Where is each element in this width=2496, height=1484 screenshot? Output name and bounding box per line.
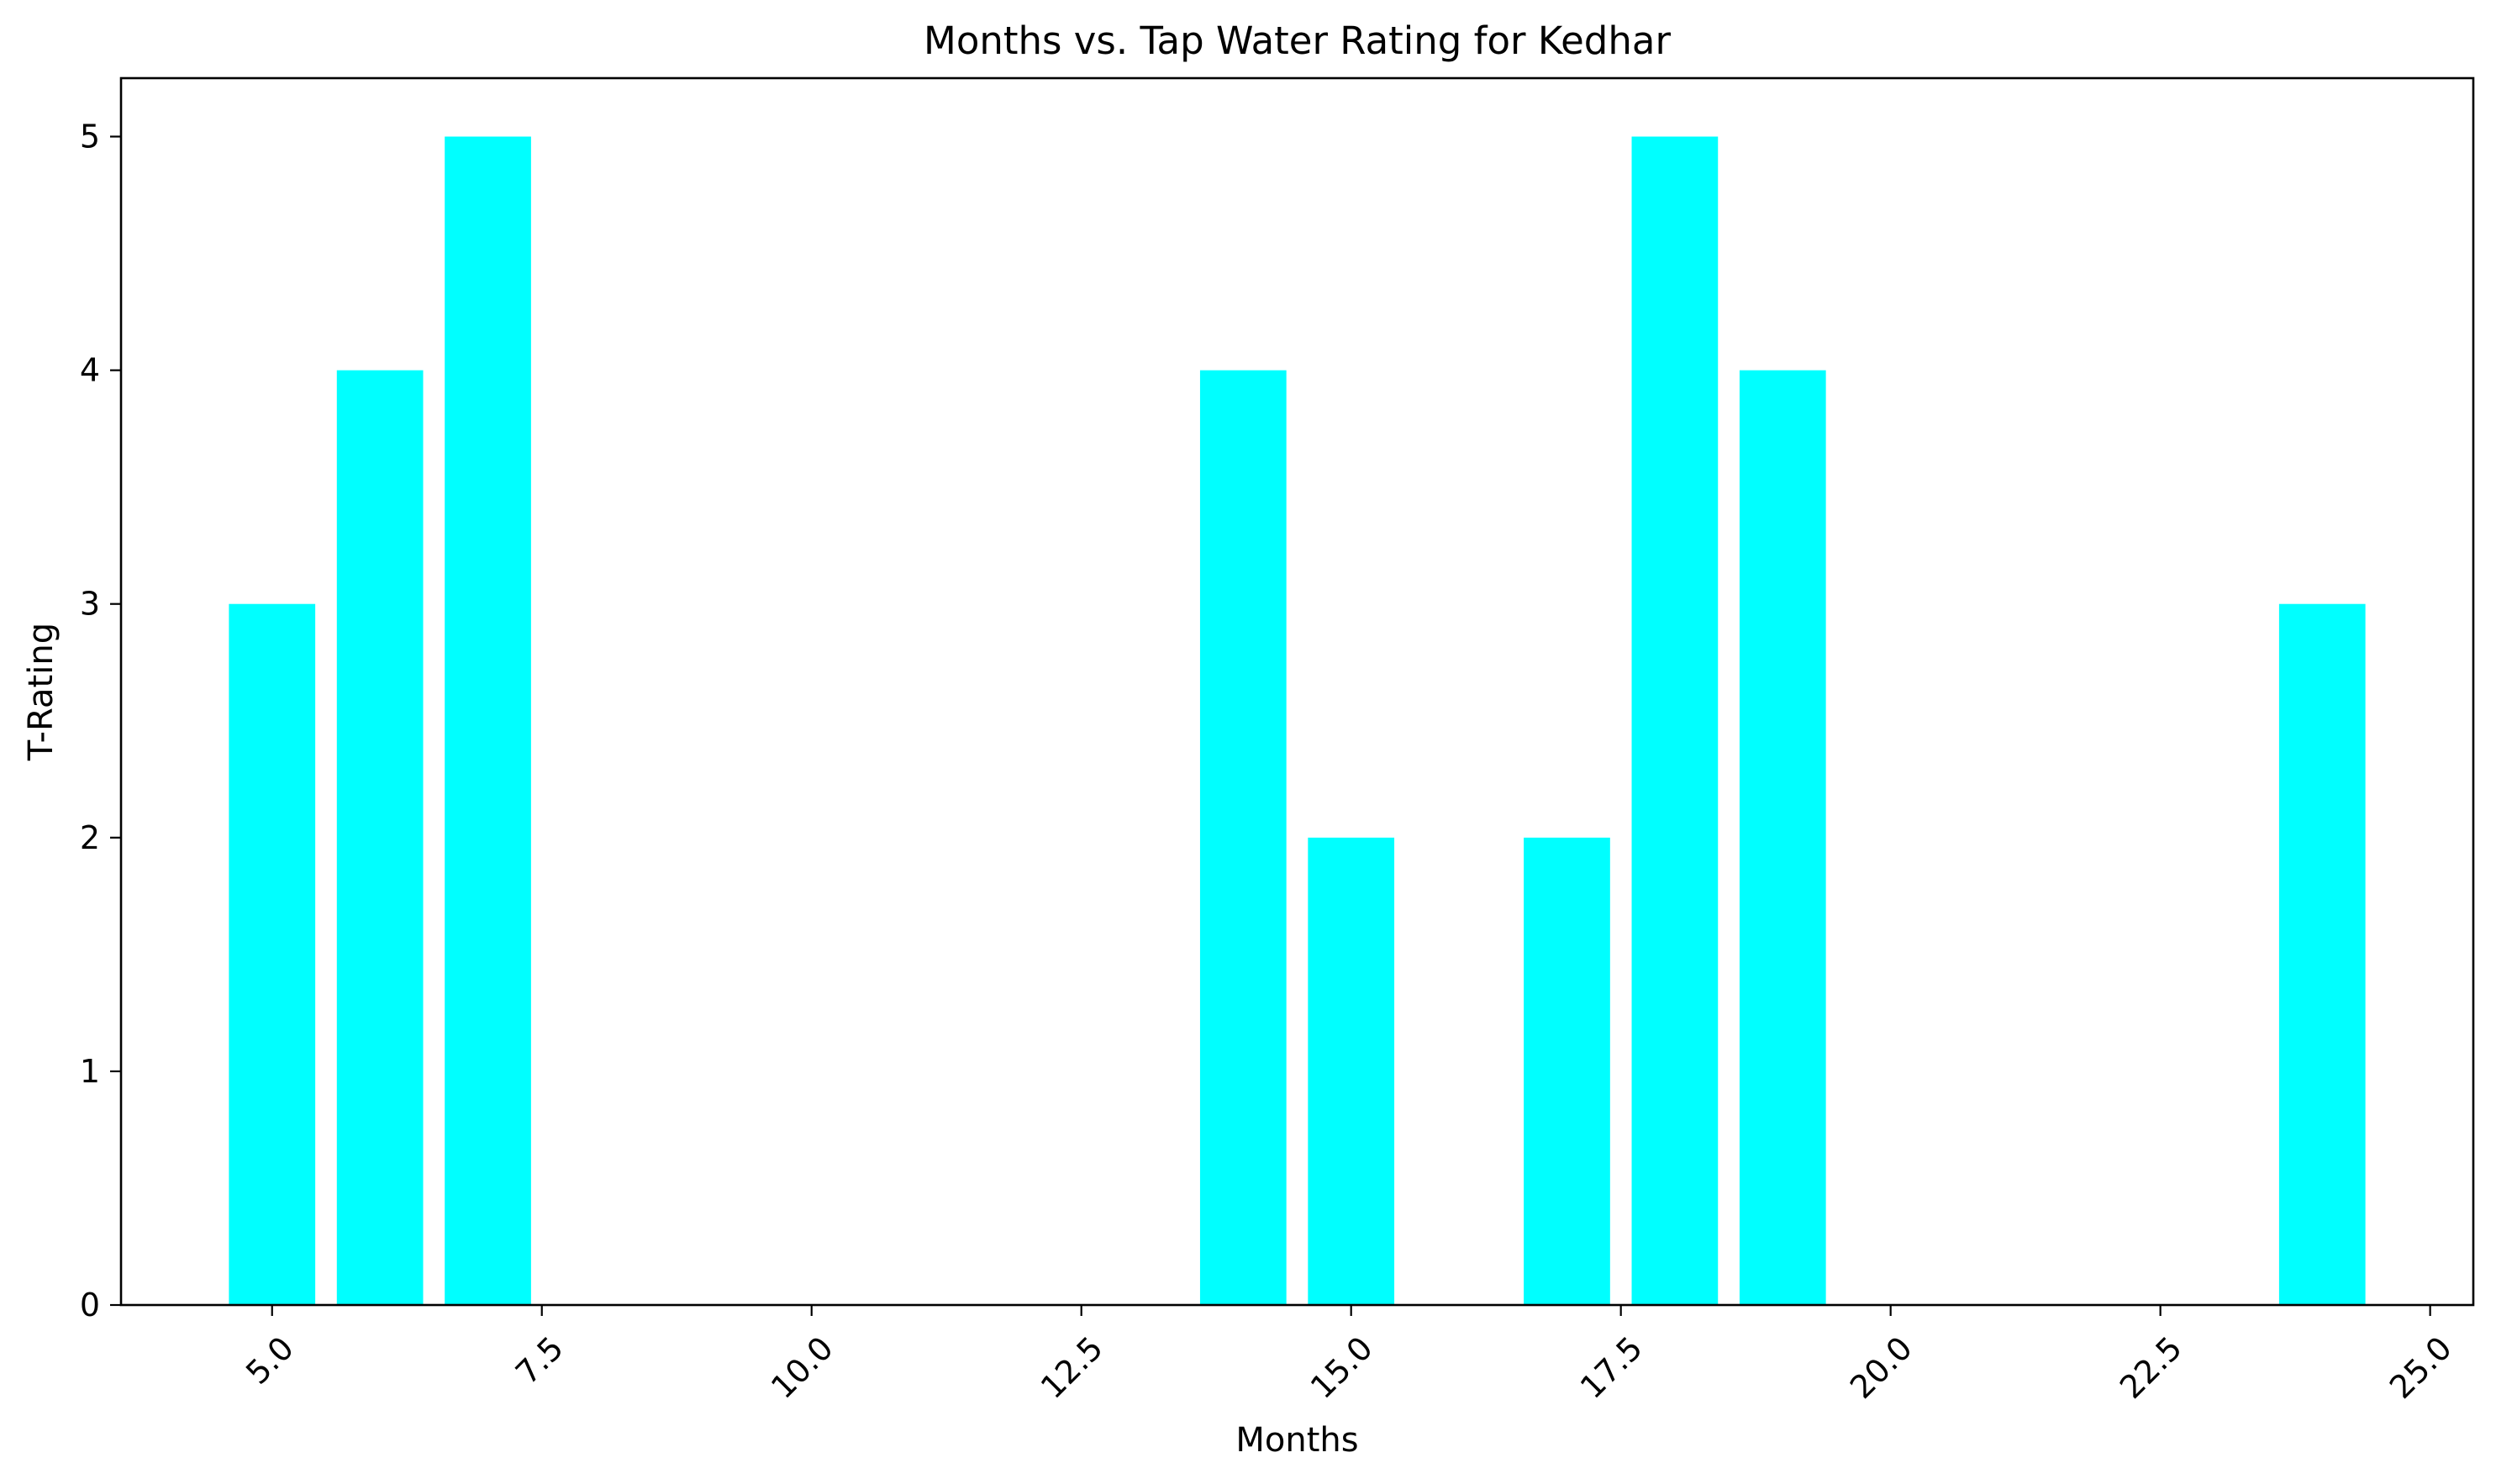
chart-title: Months vs. Tap Water Rating for Kedhar (924, 18, 1671, 63)
bar-month-17 (1524, 837, 1610, 1305)
x-tick-label: 7.5 (508, 1329, 571, 1392)
y-axis-label: T-Rating (22, 623, 61, 761)
bar-month-15 (1308, 837, 1395, 1305)
x-tick-label: 17.5 (1573, 1329, 1650, 1406)
x-tick-label: 12.5 (1034, 1329, 1110, 1406)
y-tick-label: 1 (80, 1053, 100, 1090)
bar-month-6 (336, 370, 424, 1306)
bar-month-7 (445, 136, 531, 1305)
y-tick-label: 4 (80, 352, 100, 389)
bar-month-24 (2278, 603, 2366, 1305)
bar-month-14 (1199, 370, 1287, 1306)
plot-frame (119, 76, 2475, 1307)
x-tick-label: 5.0 (239, 1329, 301, 1392)
y-tick-label: 3 (80, 586, 100, 623)
y-axis-ticks: 0 1 2 3 4 5 (80, 118, 121, 1323)
x-tick-label: 15.0 (1303, 1329, 1380, 1406)
x-tick-label: 25.0 (2383, 1329, 2459, 1406)
x-tick-label: 10.0 (764, 1329, 840, 1406)
bar-month-18 (1631, 136, 1719, 1305)
y-tick-label: 0 (80, 1287, 100, 1323)
bar-month-19 (1739, 370, 1826, 1306)
bars-layer (229, 136, 2366, 1306)
x-axis-ticks: 5.0 7.5 10.0 12.5 15.0 17.5 20.0 22.5 25.0 (239, 1305, 2459, 1406)
x-tick-label: 20.0 (1843, 1329, 1919, 1406)
x-tick-label: 22.5 (2113, 1329, 2189, 1406)
bar-month-5 (229, 603, 316, 1305)
y-tick-label: 2 (80, 819, 100, 856)
x-axis-label: Months (1235, 1421, 1358, 1460)
y-tick-label: 5 (80, 118, 100, 155)
